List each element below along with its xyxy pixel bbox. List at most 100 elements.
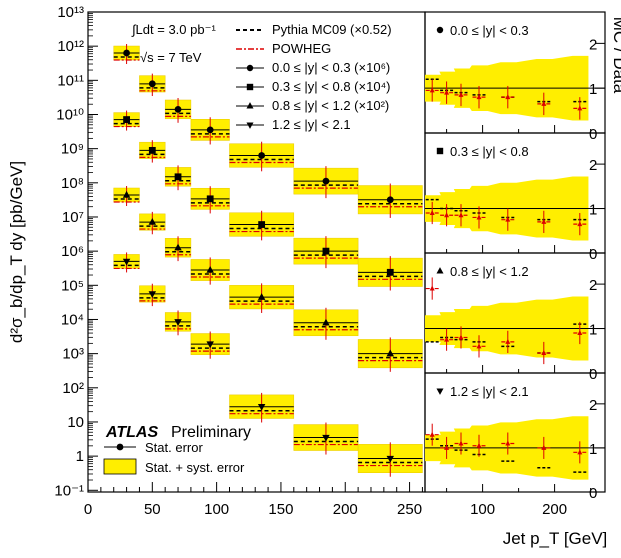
ratio-panel-4-frame [424, 372, 606, 493]
data-point [386, 268, 394, 276]
legend-label: 0.8 ≤ |y| < 1.2 (×10²) [272, 98, 389, 113]
lumi-label: ∫Ldt = 3.0 pb⁻¹ [131, 22, 216, 37]
ratio-powheg-marker [505, 216, 511, 222]
ratio-powheg-marker [458, 334, 464, 340]
legend-marker [246, 122, 254, 129]
data-point [386, 455, 395, 463]
atlas-label: ATLAS [105, 424, 158, 441]
y-tick-label: 10⁷ [62, 209, 84, 226]
data-point [206, 195, 214, 203]
ratio-powheg-marker [541, 218, 547, 224]
y-axis-title: d²σ_b/dp_T dy [pb/GeV] [7, 161, 26, 343]
data-point [258, 152, 266, 159]
legend-marker [246, 83, 254, 91]
legend-marker [246, 64, 254, 72]
ratio-panel-marker [436, 26, 444, 34]
x-tick-label: 200 [333, 501, 358, 518]
data-point [322, 434, 330, 442]
data-point [257, 293, 266, 300]
ratio-x-tick-label: 200 [542, 501, 567, 518]
legend-label: 0.3 ≤ |y| < 0.8 (×10⁴) [272, 79, 390, 94]
ratio-y-tick-label: 2 [589, 397, 597, 414]
ratio-powheg-marker [429, 210, 435, 215]
data-point [148, 146, 156, 154]
ratio-panel-marker [436, 267, 444, 274]
data-point [206, 265, 214, 273]
ratio-y-tick-label: 0 [589, 485, 597, 502]
ratio-powheg-marker [429, 285, 435, 291]
y-tick-label: 10⁶ [61, 243, 84, 260]
atlas-preliminary: Preliminary [171, 424, 251, 441]
ratio-powheg-marker [444, 336, 450, 342]
x-tick-label: 100 [204, 501, 229, 518]
data-point [258, 221, 266, 228]
y-tick-label: 10¹³ [57, 4, 84, 21]
ratio-powheg-marker [577, 330, 583, 335]
y-tick-label: 10¹¹ [57, 72, 84, 89]
ratio-powheg-marker [541, 100, 547, 106]
data-point [322, 247, 330, 255]
data-point [206, 126, 214, 134]
legend-label: 0.0 ≤ |y| < 0.3 (×10⁶) [272, 60, 390, 75]
ratio-powheg-marker [505, 338, 511, 344]
legend-stat-marker [116, 443, 124, 451]
ratio-panel-label: 1.2 ≤ |y| < 2.1 [450, 384, 529, 399]
ratio-powheg-marker [476, 94, 482, 100]
data-point [322, 177, 330, 185]
y-tick-label: 1 [76, 448, 84, 465]
legend-label: POWHEG [272, 41, 331, 56]
ratio-x-tick-label: 100 [470, 501, 495, 518]
ratio-powheg-marker [458, 212, 464, 218]
data-point [123, 116, 130, 123]
ratio-panel-marker [436, 388, 444, 395]
y-tick-label: 10⁸ [61, 175, 84, 192]
x-tick-label: 0 [84, 501, 92, 518]
data-point [322, 318, 330, 326]
main-plot-layer: 0 50 100 150 200 250 10⁻¹ 1 10 10² 10³ 10⁴ 10⁵ 10⁶ 10⁷… [54, 4, 423, 518]
ratio-y-tick-label: 1 [589, 81, 597, 98]
y-tick-label: 10 [67, 414, 84, 431]
ratio-powheg-marker [476, 214, 482, 220]
x-tick-label: 250 [397, 501, 422, 518]
data-point [148, 217, 157, 225]
legend-syst-box [103, 458, 137, 475]
ratio-powheg-marker [505, 440, 511, 446]
ratio-y-tick-label: 1 [589, 322, 597, 339]
data-point [123, 49, 130, 57]
ratio-panel-label: 0.3 ≤ |y| < 0.8 [450, 144, 529, 159]
ratio-plot-layer: 0 1 2 0.0 ≤ |y| < 0.3 0 1 2 0.3 ≤ |y| < 0.8 0 1 20… [425, 23, 605, 518]
data-point [174, 173, 182, 181]
ratio-powheg-marker [444, 444, 450, 450]
ratio-y-tick-label: 0 [589, 126, 597, 143]
ratio-powheg-marker [444, 89, 450, 95]
data-point [386, 196, 394, 204]
ratio-y-tick-label: 2 [589, 157, 597, 174]
y-tick-label: 10⁻¹ [54, 482, 84, 499]
y-tick-label: 10² [62, 380, 84, 397]
y-tick-label: 10⁴ [61, 311, 84, 328]
y-tick-label: 10⁵ [61, 277, 84, 294]
ratio-y-tick-label: 0 [589, 366, 597, 383]
ratio-powheg-marker [577, 221, 583, 227]
y-tick-label: 10⁹ [61, 141, 84, 158]
ratio-powheg-marker [476, 343, 482, 349]
data-point [148, 291, 157, 298]
data-point [148, 80, 156, 88]
ratio-y-tick-label: 0 [589, 246, 597, 263]
ratio-powheg-marker [458, 440, 464, 446]
ratio-panel-label: 0.8 ≤ |y| < 1.2 [450, 264, 529, 279]
ratio-powheg-marker [444, 212, 450, 218]
legend-label: 1.2 ≤ |y| < 2.1 [272, 117, 351, 132]
ratio-powheg-marker [577, 105, 583, 111]
ratio-panel-label: 0.0 ≤ |y| < 0.3 [450, 23, 529, 38]
legend-syst-label: Stat. + syst. error [145, 460, 245, 475]
legend-label: Pythia MC09 (×0.52) [272, 22, 392, 37]
x-tick-label: 150 [268, 501, 293, 518]
data-point [122, 190, 131, 198]
ratio-y-tick-label: 1 [589, 441, 597, 458]
data-point [174, 319, 182, 326]
data-point [386, 349, 395, 357]
x-tick-label: 50 [144, 501, 161, 518]
ratio-powheg-marker [429, 431, 435, 437]
